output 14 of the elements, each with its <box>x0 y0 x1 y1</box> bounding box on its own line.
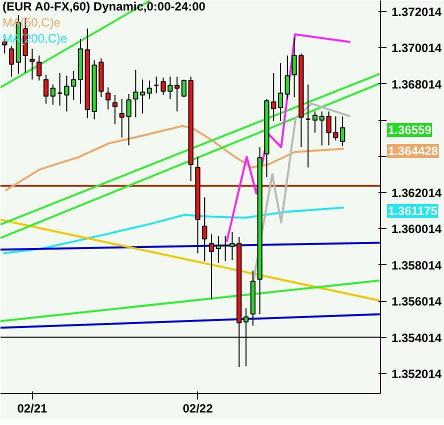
x-tick-label: 02/22 <box>182 402 214 416</box>
y-tick-label: 1.372014 <box>392 4 442 19</box>
x-tick-label: 02/21 <box>17 402 48 416</box>
y-tick-label: 1.354014 <box>392 330 442 345</box>
y-tick-label: 1.368014 <box>392 77 442 92</box>
y-tick-label: 1.360014 <box>392 222 442 236</box>
y-tick-label: 1.352014 <box>392 367 442 382</box>
y-tick-label: 1.356014 <box>392 294 442 309</box>
price-tag: 1.361175 <box>387 204 438 218</box>
y-tick-label: 1.358014 <box>392 258 442 272</box>
price-tag: 1.364428 <box>387 144 440 158</box>
y-tick-label: 1.362014 <box>392 186 442 200</box>
y-tick-label: 1.370014 <box>392 41 442 56</box>
price-tag: 1.36559 <box>387 122 432 136</box>
